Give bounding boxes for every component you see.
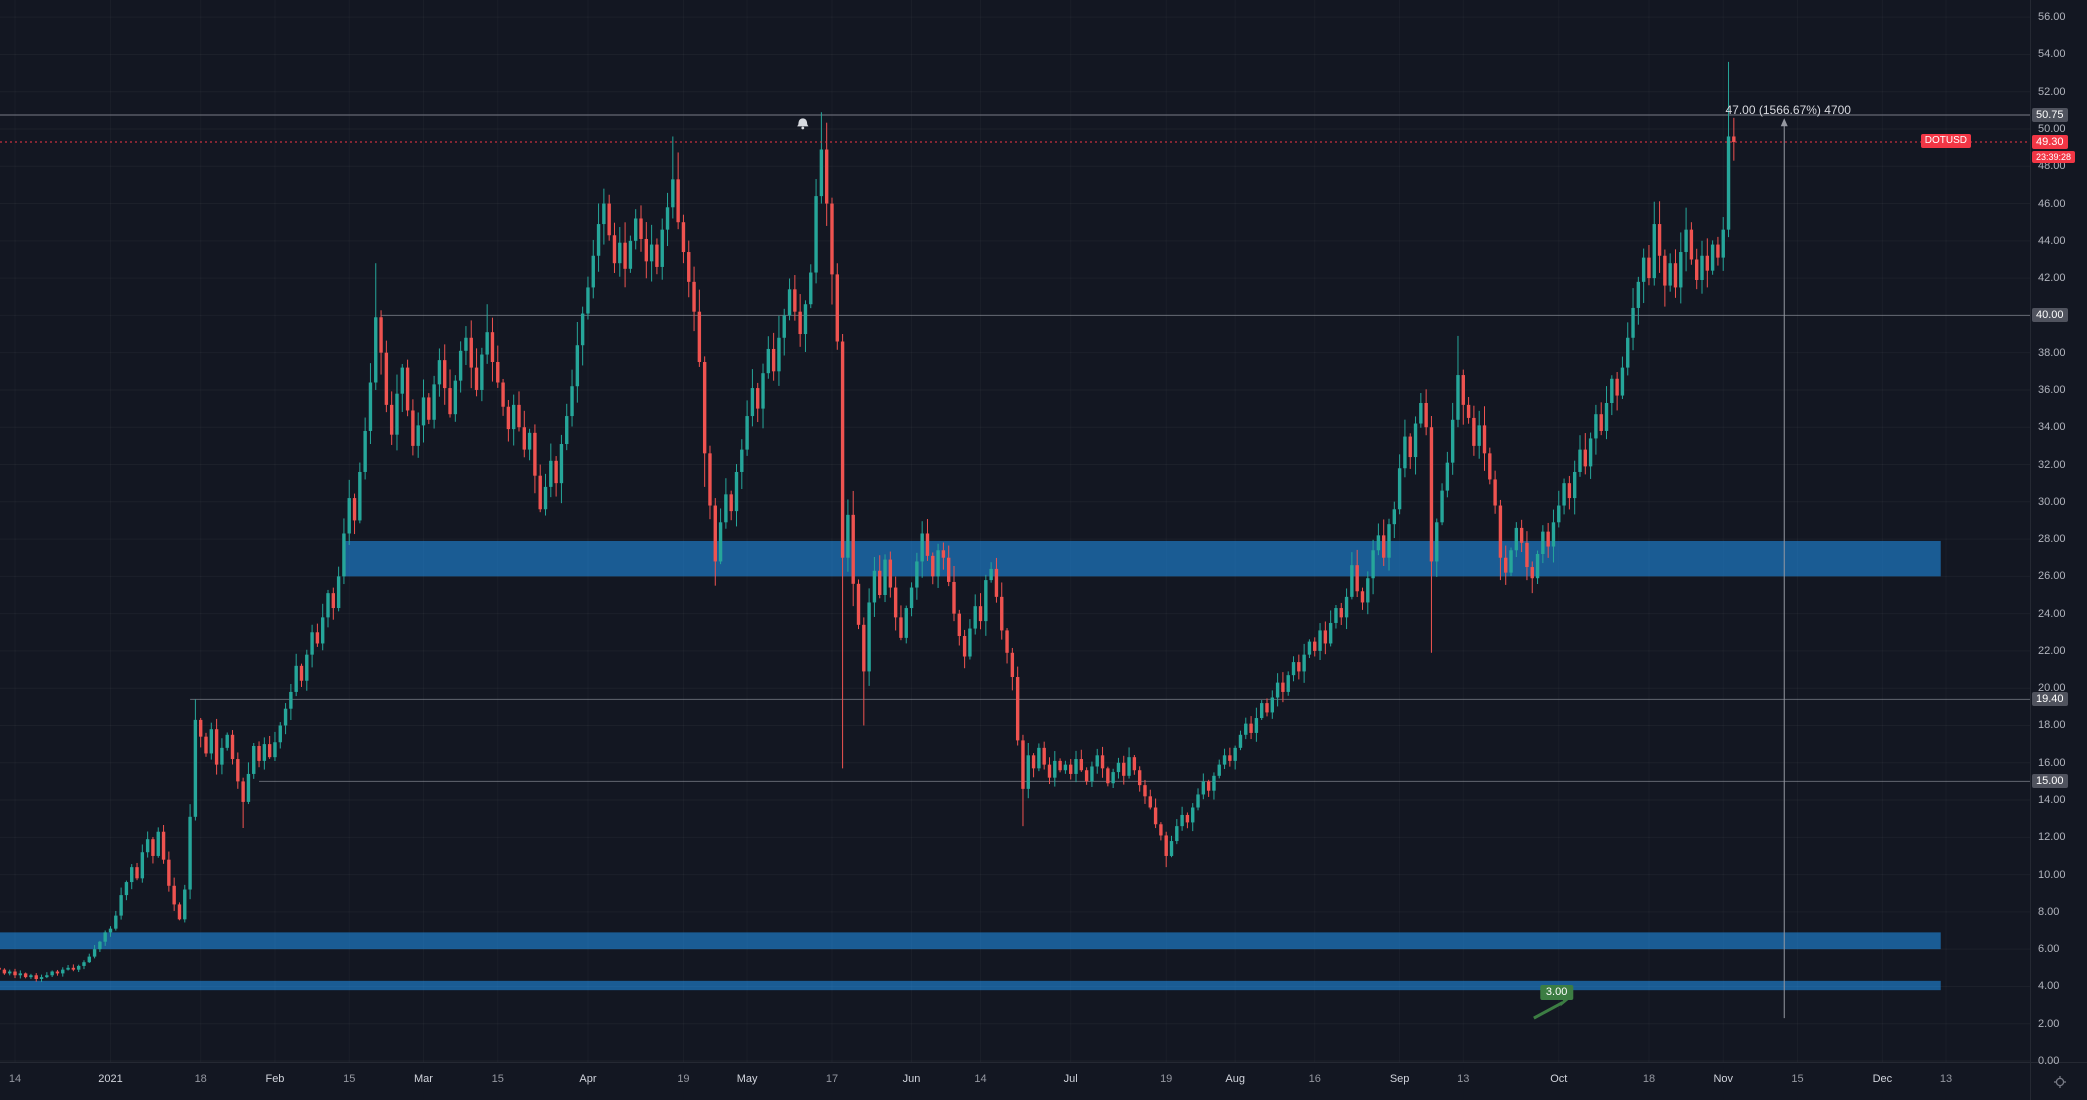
price-tag: 15.00 xyxy=(2032,774,2068,789)
price-axis-label: 48.00 xyxy=(2038,160,2066,173)
price-tag: 49.30 xyxy=(2032,135,2068,150)
price-axis-label: 50.00 xyxy=(2038,123,2066,135)
price-axis-label: 24.00 xyxy=(2038,607,2066,620)
time-axis[interactable]: 14 2021 18 Feb 15 Mar 15 Apr 19 May 17 Jun 14 Jul 19 Au… xyxy=(0,1062,2030,1100)
price-axis-label: 8.00 xyxy=(2038,905,2060,918)
time-axis-label: Nov xyxy=(1713,1073,1733,1085)
resistance-zone[interactable] xyxy=(343,540,1941,577)
price-axis-label: 30.00 xyxy=(2038,495,2066,508)
price-axis-label: 56.00 xyxy=(2038,11,2066,24)
price-axis-label: 0.00 xyxy=(2038,1055,2060,1067)
price-tag: 23:39:28 xyxy=(2032,151,2076,164)
price-axis-label: 28.00 xyxy=(2038,533,2066,546)
price-axis-label: 10.00 xyxy=(2038,868,2066,881)
time-axis-label: Jul xyxy=(1063,1073,1078,1085)
price-range-tool[interactable] xyxy=(1780,118,1788,1019)
price-tag: 19.40 xyxy=(2032,692,2068,707)
price-axis-label: 12.00 xyxy=(2038,831,2066,844)
symbol-price-tag: DOTUSD xyxy=(1920,134,1971,149)
price-axis-label: 44.00 xyxy=(2038,234,2066,247)
time-axis-label: 19 xyxy=(677,1073,690,1085)
price-range-label: 47.00 (1566.67%) 4700 xyxy=(1725,103,1851,118)
time-axis-label: 19 xyxy=(1160,1073,1173,1085)
price-axis-label: 26.00 xyxy=(2038,570,2066,583)
time-axis-label: 14 xyxy=(974,1073,987,1085)
price-marker-label[interactable]: 3.00 xyxy=(1539,985,1574,1001)
support-zone-lower[interactable] xyxy=(0,980,1941,991)
price-axis-label: 20.00 xyxy=(2038,682,2066,695)
time-axis-label: Mar xyxy=(414,1073,433,1085)
time-axis-label: 18 xyxy=(1642,1073,1656,1085)
price-tag: 50.75 xyxy=(2032,108,2068,123)
price-axis-label: 18.00 xyxy=(2038,719,2066,732)
candlestick-series[interactable] xyxy=(0,61,1736,982)
time-axis-label: 15 xyxy=(491,1073,504,1085)
price-axis-label: 16.00 xyxy=(2038,756,2066,769)
time-axis-label: 17 xyxy=(825,1073,839,1085)
price-axis-label: 46.00 xyxy=(2038,197,2066,210)
chart-plot-area[interactable]: 47.00 (1566.67%) 4700 DOTUSD 3.00 xyxy=(0,0,2030,1062)
price-axis-label: 2.00 xyxy=(2038,1017,2060,1030)
time-axis-label: Dec xyxy=(1872,1073,1893,1085)
price-axis-label: 52.00 xyxy=(2038,85,2066,98)
price-axis[interactable]: 0.00 2.00 4.00 6.00 8.00 10.00 12.00 14.00 16.00… xyxy=(2030,0,2087,1067)
price-axis-label: 34.00 xyxy=(2038,421,2066,434)
grid xyxy=(0,0,2030,1062)
price-axis-label: 54.00 xyxy=(2038,48,2066,61)
time-axis-label: 13 xyxy=(1939,1073,1953,1085)
price-axis-label: 32.00 xyxy=(2038,458,2066,471)
time-axis-label: 14 xyxy=(8,1073,22,1085)
price-axis-label: 42.00 xyxy=(2038,272,2066,285)
time-axis-label: Aug xyxy=(1225,1073,1245,1085)
time-axis-label: Oct xyxy=(1550,1073,1568,1085)
price-axis-label: 6.00 xyxy=(2038,943,2060,956)
time-axis-label: 18 xyxy=(194,1073,207,1085)
gear-icon[interactable] xyxy=(2053,1075,2067,1089)
arrow-marker[interactable] xyxy=(1533,996,1569,1020)
price-axis-label: 38.00 xyxy=(2038,346,2066,359)
time-axis-label: Apr xyxy=(579,1073,597,1085)
price-axis-label: 22.00 xyxy=(2038,644,2066,657)
alert-bell-icon[interactable] xyxy=(797,118,809,130)
time-axis-label: May xyxy=(736,1073,758,1085)
time-axis-label: Feb xyxy=(265,1073,285,1085)
price-tag: 40.00 xyxy=(2032,308,2068,323)
time-axis-label: Sep xyxy=(1389,1073,1410,1085)
time-axis-label: 16 xyxy=(1308,1073,1321,1085)
time-axis-label: 15 xyxy=(343,1073,356,1085)
price-axis-label: 14.00 xyxy=(2038,794,2066,807)
axis-corner[interactable] xyxy=(2030,1062,2087,1100)
price-axis-label: 36.00 xyxy=(2038,383,2066,396)
support-zone-upper[interactable] xyxy=(0,932,1941,950)
candlestick-chart[interactable] xyxy=(0,0,2030,1062)
time-axis-label: Jun xyxy=(902,1073,921,1085)
time-axis-label: 2021 xyxy=(98,1073,123,1085)
price-axis-label: 4.00 xyxy=(2038,980,2060,993)
time-axis-label: 13 xyxy=(1457,1073,1470,1085)
time-axis-label: 15 xyxy=(1791,1073,1804,1085)
